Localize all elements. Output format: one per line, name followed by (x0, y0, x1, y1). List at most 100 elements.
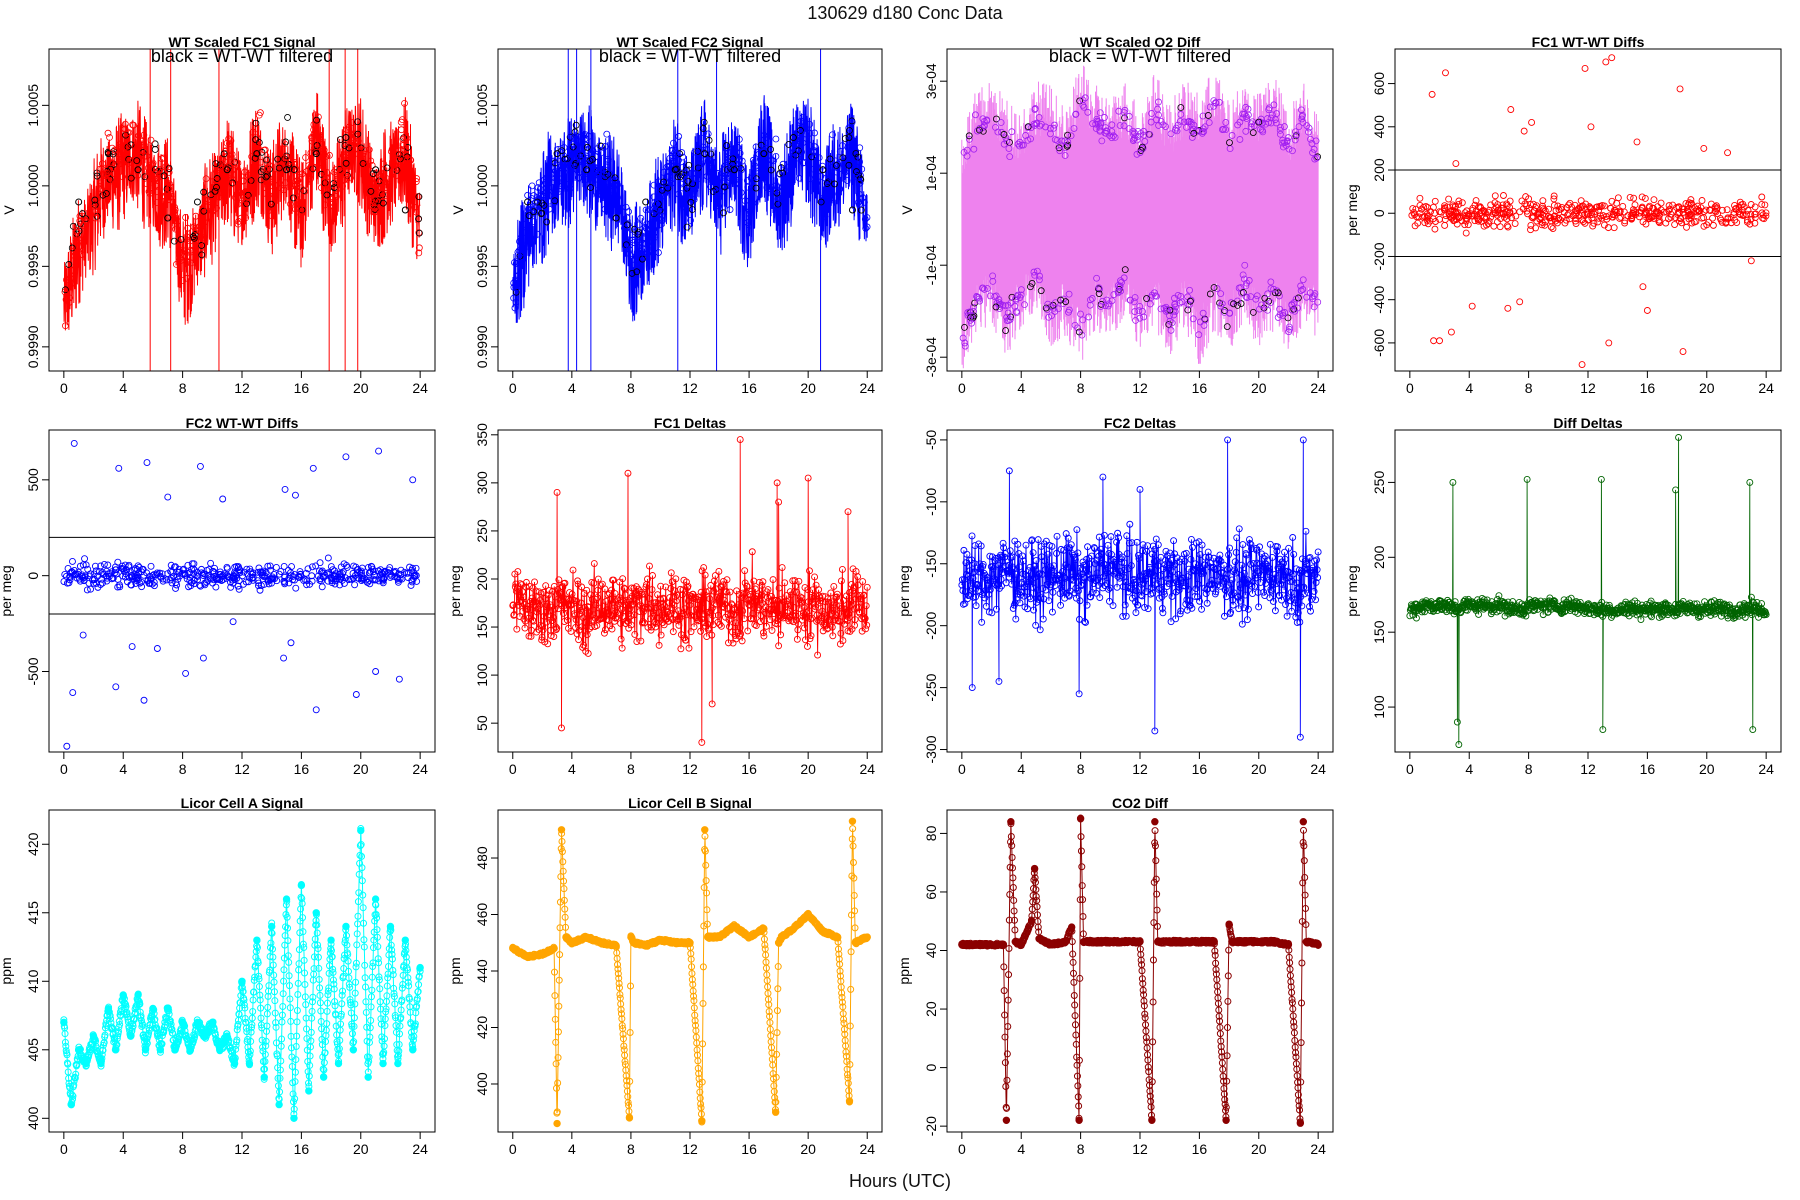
wtwt-point (312, 562, 320, 570)
wtwt-point (1475, 203, 1483, 211)
signal-point (263, 156, 270, 164)
signal-point (630, 239, 637, 246)
o2-lower-point (959, 334, 967, 342)
wtwt-point (1496, 209, 1504, 217)
signal-point (93, 212, 101, 220)
o2-upper-point (1116, 122, 1124, 129)
signal-point (767, 145, 775, 153)
delta-point (1139, 541, 1147, 549)
signal-point (625, 208, 632, 216)
wtwt-point (1532, 224, 1540, 232)
wtwt-point (1758, 193, 1766, 201)
signal-point (313, 116, 321, 124)
wtwt-point (1751, 210, 1759, 218)
delta-point (1030, 606, 1038, 614)
delta-point (535, 625, 543, 633)
o2-lower-point (1121, 266, 1129, 274)
signal-point (91, 214, 99, 222)
signal-point (657, 184, 665, 192)
wtwt-point (261, 572, 269, 580)
delta-point (672, 575, 680, 583)
signal-point (390, 161, 398, 168)
signal-point (216, 189, 224, 196)
o2-upper-point (1267, 114, 1275, 122)
signal-point (366, 178, 374, 186)
signal-point (744, 183, 752, 191)
signal-point (131, 143, 139, 150)
signal-point (718, 187, 726, 195)
signal-point (667, 179, 675, 187)
signal-point (562, 185, 570, 192)
signal-point (687, 198, 695, 206)
o2-upper-point (1277, 124, 1284, 131)
signal-point (845, 124, 853, 132)
signal-point (184, 248, 191, 256)
wtwt-point (97, 581, 105, 588)
o2-lower-point (1162, 303, 1170, 311)
wtwt-point (90, 579, 98, 587)
wtwt-point (167, 567, 175, 575)
wtwt-point (1675, 204, 1683, 212)
signal-point (151, 166, 159, 173)
o2-lower-point (1066, 306, 1073, 314)
wtwt-point (197, 582, 205, 590)
signal-point (836, 185, 844, 193)
signal-point (646, 237, 654, 244)
delta-point (1286, 578, 1294, 585)
wtwt-outlier-point (1480, 222, 1488, 230)
wtwt-point (67, 569, 75, 577)
signal-point (348, 153, 356, 161)
signal-point (191, 231, 199, 238)
o2-lower-point (1171, 300, 1179, 308)
signal-point (165, 180, 173, 188)
wtwt-point (1471, 201, 1479, 209)
delta-point (1019, 557, 1027, 565)
delta-point (1144, 605, 1152, 613)
signal-point (534, 184, 542, 191)
signal-point (389, 169, 396, 177)
delta-point (972, 593, 980, 601)
delta-point (1284, 567, 1292, 575)
signal-point (714, 170, 722, 177)
delta-point (667, 569, 675, 577)
delta-point (1281, 548, 1289, 556)
signal-point (566, 184, 574, 192)
delta-point (1171, 560, 1179, 568)
delta-point (1209, 563, 1217, 571)
signal-point (228, 180, 236, 188)
wtwt-point (104, 570, 112, 578)
signal-point (828, 163, 836, 171)
delta-point (1044, 573, 1052, 581)
signal-point (683, 194, 691, 202)
delta-point (719, 577, 727, 585)
o2-upper-point (1249, 129, 1257, 136)
wtwt-point (234, 563, 242, 571)
delta-point (1648, 613, 1656, 621)
wtwt-point (385, 566, 393, 574)
delta-point (1617, 602, 1625, 610)
delta-point (599, 614, 607, 622)
signal-point (68, 244, 76, 252)
wtwt-point (260, 573, 268, 581)
delta-point (564, 616, 571, 624)
wtwt-point (1493, 218, 1501, 226)
wtwt-point (1586, 204, 1594, 212)
y-tick-label: -200 (923, 611, 939, 639)
signal-point (307, 149, 315, 157)
wtwt-point (1727, 214, 1735, 221)
y-tick-label: 200 (1371, 158, 1387, 182)
o2-lower-point (968, 312, 976, 319)
signal-point (298, 170, 306, 178)
wtwt-point (216, 571, 224, 578)
wtwt-point (1663, 208, 1671, 216)
signal-point (601, 143, 609, 150)
delta-point (1280, 559, 1287, 567)
signal-point (159, 154, 167, 162)
panel-annotation: black = WT-WT filtered (1049, 46, 1231, 66)
signal-point (688, 206, 696, 213)
signal-point (162, 162, 170, 170)
o2-lower-point (1035, 276, 1043, 284)
signal-point (819, 194, 827, 202)
x-tick-label: 24 (1758, 380, 1774, 396)
